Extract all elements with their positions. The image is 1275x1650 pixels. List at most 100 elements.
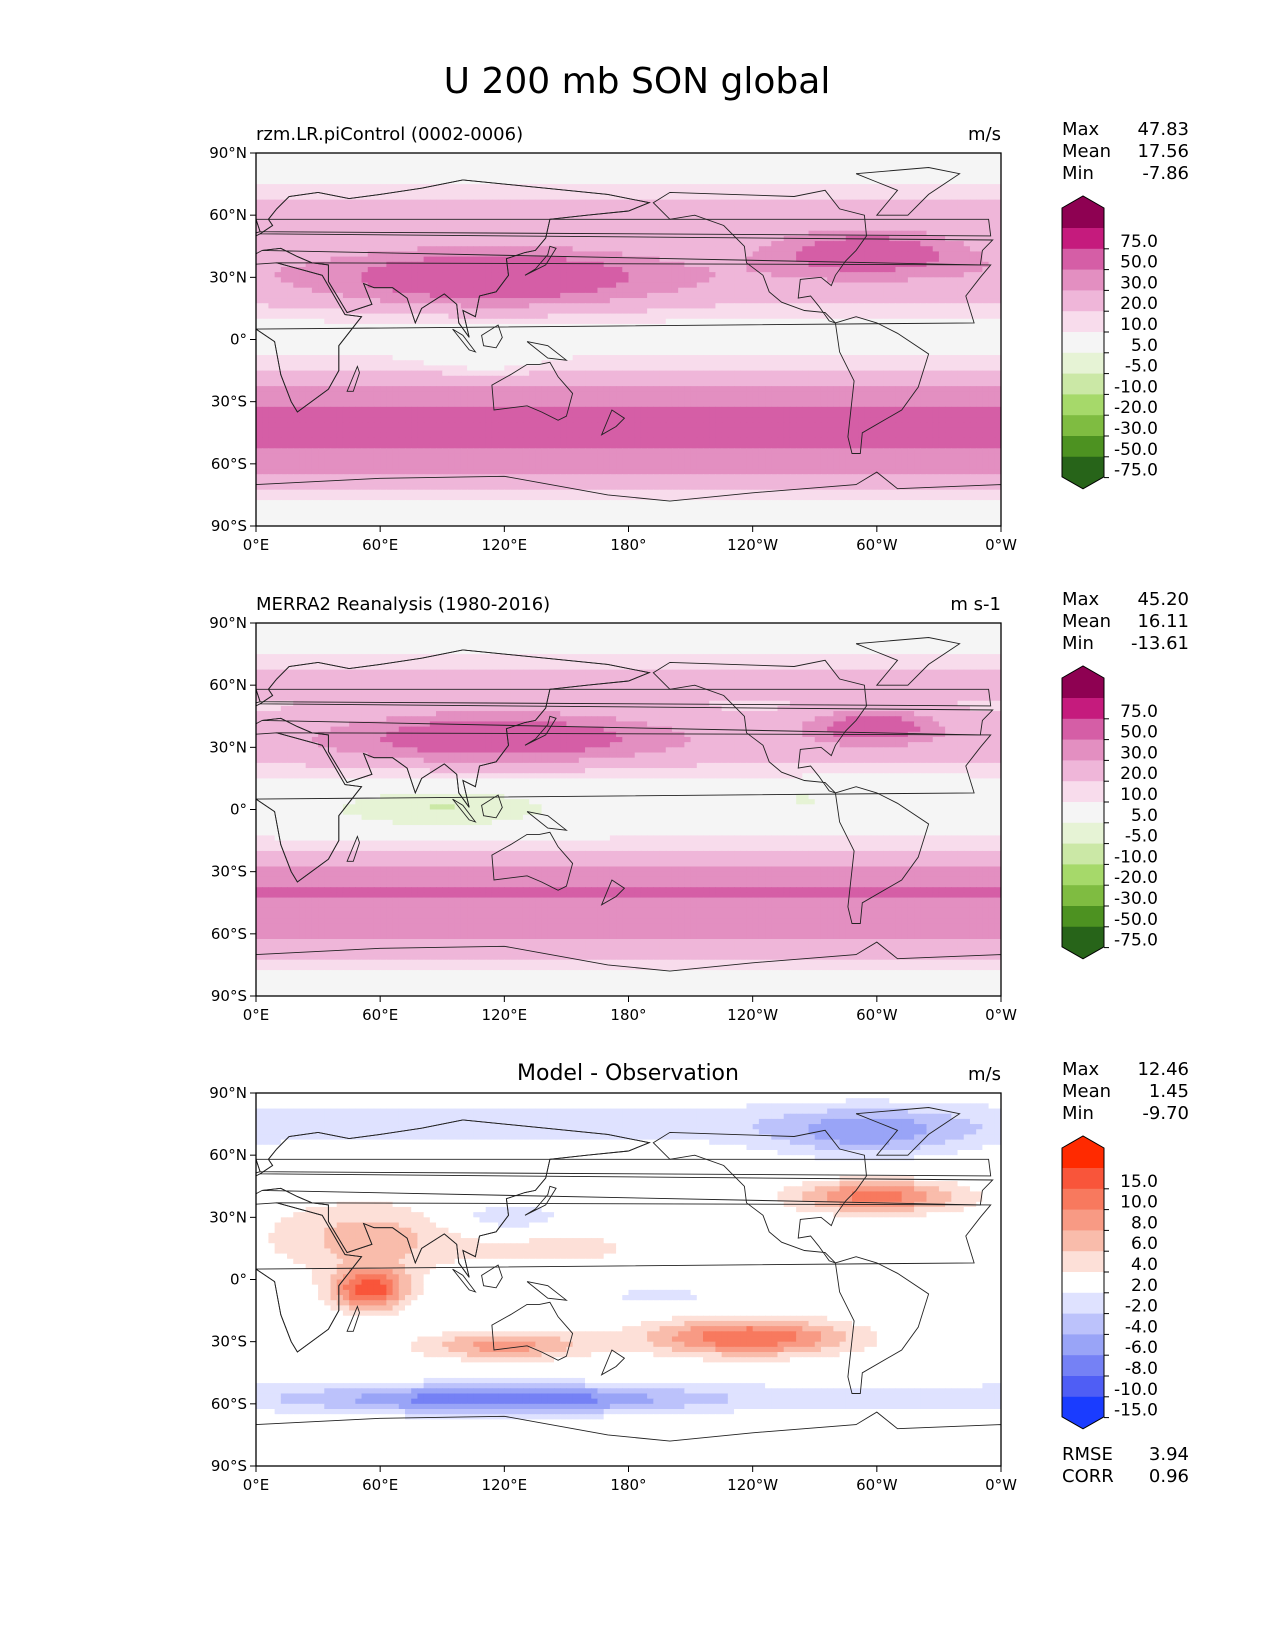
field-cell <box>895 178 903 185</box>
field-cell <box>951 184 959 190</box>
field-cell <box>591 365 599 372</box>
field-cell <box>969 292 977 299</box>
field-cell <box>305 178 313 185</box>
field-cell <box>417 230 425 237</box>
field-cell <box>616 158 623 164</box>
field-cell <box>572 153 580 159</box>
field-cell <box>852 329 859 335</box>
field-cell <box>777 272 785 278</box>
field-cell <box>845 241 853 247</box>
field-cell <box>535 277 543 284</box>
field-cell <box>498 308 505 315</box>
field-cell <box>640 292 648 299</box>
field-cell <box>895 334 903 341</box>
field-cell <box>789 266 797 273</box>
field-cell <box>460 272 468 278</box>
field-cell <box>715 360 723 366</box>
field-cell <box>696 349 704 356</box>
field-cell <box>566 287 574 294</box>
field-cell <box>988 158 996 164</box>
field-cell <box>802 230 810 237</box>
field-cell <box>758 287 766 294</box>
field-cell <box>827 163 834 170</box>
field-cell <box>423 168 431 175</box>
field-cell <box>659 189 667 196</box>
field-cell <box>380 204 387 211</box>
field-cell <box>429 168 437 175</box>
field-cell <box>752 298 760 304</box>
field-cell <box>305 313 313 320</box>
field-cell <box>789 153 797 159</box>
field-cell <box>485 329 493 335</box>
field-cell <box>647 339 654 346</box>
field-cell <box>671 329 679 335</box>
field-cell <box>858 298 866 304</box>
field-cell <box>454 287 462 294</box>
field-cell <box>535 235 543 242</box>
field-cell <box>969 230 977 237</box>
field-cell <box>405 189 412 196</box>
field-cell <box>585 256 592 263</box>
field-cell <box>485 282 493 289</box>
field-cell <box>876 308 884 315</box>
field-cell <box>324 360 332 366</box>
field-cell <box>628 282 636 289</box>
field-cell <box>758 339 766 346</box>
field-cell <box>287 292 294 299</box>
field-cell <box>969 220 977 227</box>
field-cell <box>914 251 921 258</box>
field-cell <box>262 178 270 185</box>
field-cell <box>442 194 450 201</box>
field-cell <box>535 163 543 170</box>
field-cell <box>920 360 928 366</box>
field-cell <box>783 209 791 216</box>
field-cell <box>653 318 661 325</box>
field-cell <box>746 318 754 325</box>
field-cell <box>746 339 754 346</box>
field-cell <box>572 204 580 211</box>
field-cell <box>479 153 487 159</box>
field-cell <box>367 308 375 315</box>
field-cell <box>901 323 909 330</box>
field-cell <box>789 329 797 335</box>
field-cell <box>454 173 462 180</box>
field-cell <box>485 277 493 284</box>
field-cell <box>914 204 921 211</box>
field-cell <box>355 178 363 185</box>
field-cell <box>988 246 996 253</box>
field-cell <box>597 266 605 273</box>
field-cell <box>659 344 667 351</box>
field-cell <box>845 209 853 216</box>
field-cell <box>547 334 555 341</box>
field-cell <box>901 360 909 366</box>
field-cell <box>522 282 530 289</box>
field-cell <box>405 215 412 221</box>
field-cell <box>777 173 785 180</box>
field-cell <box>305 173 313 180</box>
field-cell <box>597 298 605 304</box>
field-cell <box>603 261 611 268</box>
field-cell <box>690 163 698 170</box>
field-cell <box>504 287 512 294</box>
field-cell <box>578 168 586 175</box>
field-cell <box>522 287 530 294</box>
field-cell <box>361 163 369 170</box>
field-cell <box>448 184 456 190</box>
field-cell <box>510 235 518 242</box>
field-cell <box>268 272 276 278</box>
field-cell <box>926 241 934 247</box>
field-cell <box>982 251 990 258</box>
field-cell <box>889 266 897 273</box>
field-cell <box>777 313 785 320</box>
field-cell <box>262 344 270 351</box>
field-cell <box>678 298 685 304</box>
field-cell <box>454 256 462 263</box>
field-cell <box>485 261 493 268</box>
field-cell <box>373 313 381 320</box>
field-cell <box>405 184 412 190</box>
field-cell <box>405 266 412 273</box>
field-cell <box>398 209 406 216</box>
field-cell <box>572 168 580 175</box>
field-cell <box>380 251 387 258</box>
field-cell <box>876 334 884 341</box>
